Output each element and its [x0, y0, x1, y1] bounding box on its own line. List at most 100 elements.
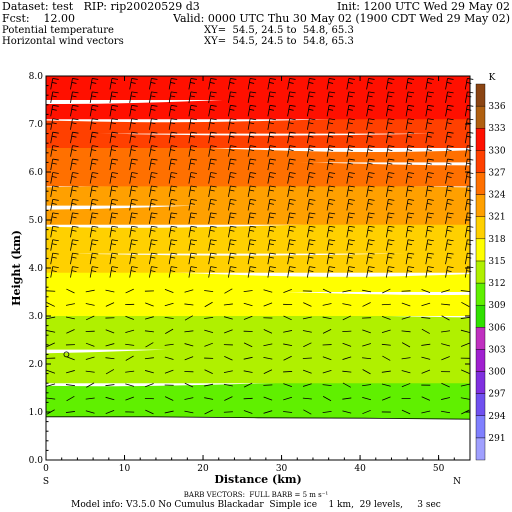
barb-flag	[170, 176, 176, 178]
wind-barb	[184, 330, 194, 333]
barb-staff	[283, 396, 293, 401]
barb-staff	[366, 132, 369, 144]
barb-staff	[50, 118, 54, 130]
barb-flag	[71, 122, 77, 125]
barb-flag	[447, 185, 454, 188]
wind-barb	[50, 118, 59, 130]
wind-barb	[381, 370, 391, 373]
wind-barb	[50, 199, 59, 211]
wind-barb	[385, 239, 395, 251]
barb-flag	[269, 243, 274, 246]
barb-flag	[131, 252, 138, 255]
barb-staff	[85, 342, 95, 347]
barb-flag	[427, 212, 434, 215]
barb-staff	[283, 315, 292, 321]
barb-flag	[368, 158, 375, 161]
barb-flag	[289, 158, 296, 161]
wind-barb	[168, 266, 178, 278]
barb-staff	[109, 266, 113, 278]
wind-barb	[149, 172, 158, 184]
barb-flag	[171, 199, 178, 201]
barb-flag	[91, 135, 97, 138]
barb-staff	[204, 342, 213, 347]
barb-staff	[50, 199, 54, 211]
barb-staff	[50, 105, 54, 117]
x-tick-label: 10	[119, 464, 131, 474]
barb-staff	[184, 289, 194, 293]
barb-flag	[387, 270, 393, 272]
wind-barb	[144, 357, 154, 360]
wind-barb	[342, 289, 352, 293]
barb-staff	[145, 342, 154, 348]
barb-staff	[287, 78, 291, 90]
barb-staff	[145, 409, 154, 415]
wind-barb	[184, 289, 194, 293]
barb-flag	[328, 189, 334, 192]
barb-flag	[249, 135, 255, 138]
barb-staff	[366, 78, 369, 90]
wind-barb	[366, 158, 375, 171]
wind-barb	[89, 212, 99, 224]
barb-staff	[188, 172, 192, 184]
barb-flag	[171, 252, 178, 255]
wind-barb	[243, 382, 253, 388]
barb-staff	[346, 266, 350, 278]
barb-flag	[72, 212, 79, 215]
wind-barb	[326, 239, 336, 251]
wind-barb	[302, 369, 312, 374]
barb-staff	[464, 105, 468, 117]
barb-flag	[308, 135, 314, 138]
wind-barb	[46, 302, 55, 307]
barb-staff	[168, 266, 172, 278]
barb-staff	[421, 302, 431, 307]
barb-staff	[425, 118, 429, 130]
barb-staff	[89, 159, 93, 171]
barb-flag	[209, 216, 215, 219]
wind-barb	[50, 104, 59, 117]
barb-flag	[269, 189, 274, 192]
barb-flag	[130, 256, 136, 259]
barb-staff	[263, 289, 273, 293]
barb-flag	[209, 189, 215, 192]
wind-barb	[346, 225, 355, 238]
wind-barb	[421, 343, 431, 346]
wind-barb	[50, 252, 59, 265]
barb-staff	[149, 118, 152, 130]
wind-barb	[188, 131, 197, 144]
barb-staff	[362, 409, 371, 415]
barb-staff	[204, 290, 214, 292]
barb-flag	[72, 225, 79, 228]
barb-staff	[405, 199, 409, 211]
wind-barb	[385, 78, 395, 90]
barb-staff	[86, 382, 95, 388]
wind-barb	[208, 199, 217, 211]
barb-flag	[131, 145, 138, 148]
barb-flag	[288, 243, 294, 246]
barb-flag	[328, 135, 334, 138]
barb-staff	[283, 343, 293, 347]
barb-flag	[329, 225, 336, 228]
barb-staff	[267, 212, 271, 224]
wind-barb	[144, 316, 154, 320]
barb-flag	[111, 131, 119, 134]
barb-flag	[209, 108, 215, 111]
barb-flag	[111, 162, 117, 165]
barb-flag	[229, 176, 235, 178]
wind-barb	[109, 78, 119, 90]
barb-flag	[230, 266, 237, 268]
barb-staff	[322, 384, 332, 386]
barb-staff	[149, 253, 152, 265]
wind-barb	[184, 315, 194, 321]
colorbar-swatch	[475, 304, 486, 328]
wind-barb	[105, 343, 115, 347]
barb-staff	[445, 118, 448, 130]
barb-staff	[129, 105, 133, 117]
barb-staff	[460, 383, 470, 387]
barb-flag	[131, 131, 138, 134]
barb-flag	[466, 122, 472, 125]
barb-staff	[322, 329, 332, 334]
barb-flag	[407, 199, 415, 201]
barb-flag	[92, 172, 99, 174]
wind-barb	[445, 239, 454, 251]
barb-staff	[50, 253, 54, 265]
